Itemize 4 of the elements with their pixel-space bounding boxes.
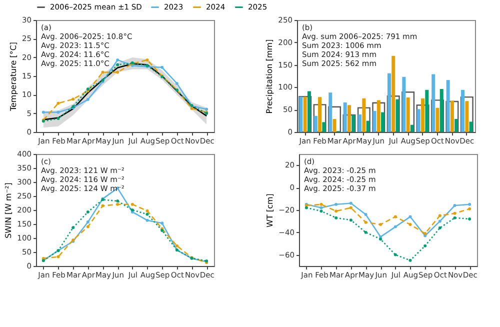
y-axis-title: SWIN [W m⁻²] [4, 182, 14, 238]
y-axis-title: Temperature [°C] [8, 42, 18, 112]
y-axis-title: WT [cm] [266, 194, 275, 228]
y-axis-title: Precipitation [mm] [265, 39, 274, 114]
